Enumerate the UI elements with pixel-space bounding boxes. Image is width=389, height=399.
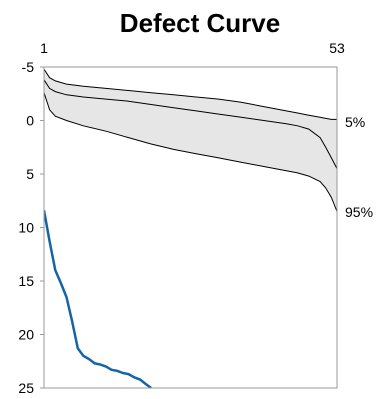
band-label-95: 95% [345, 204, 373, 220]
y-tick-label: 15 [18, 273, 34, 289]
band-area [44, 69, 337, 212]
series-line-0 [44, 210, 152, 388]
chart-title: Defect Curve [120, 8, 280, 38]
band-label-5: 5% [345, 114, 365, 130]
y-tick-label: 10 [18, 220, 34, 236]
y-tick-label: 0 [26, 113, 34, 129]
x-tick-label: 53 [329, 40, 345, 56]
y-tick-label: 20 [18, 327, 34, 343]
band-median-line [43, 79, 338, 169]
y-tick-label: 25 [18, 380, 34, 396]
y-tick-label: -5 [22, 59, 35, 75]
y-tick-label: 5 [26, 166, 34, 182]
band-upper-line [43, 68, 337, 120]
x-tick-label: 1 [40, 40, 48, 56]
band-lower-line [43, 92, 338, 212]
